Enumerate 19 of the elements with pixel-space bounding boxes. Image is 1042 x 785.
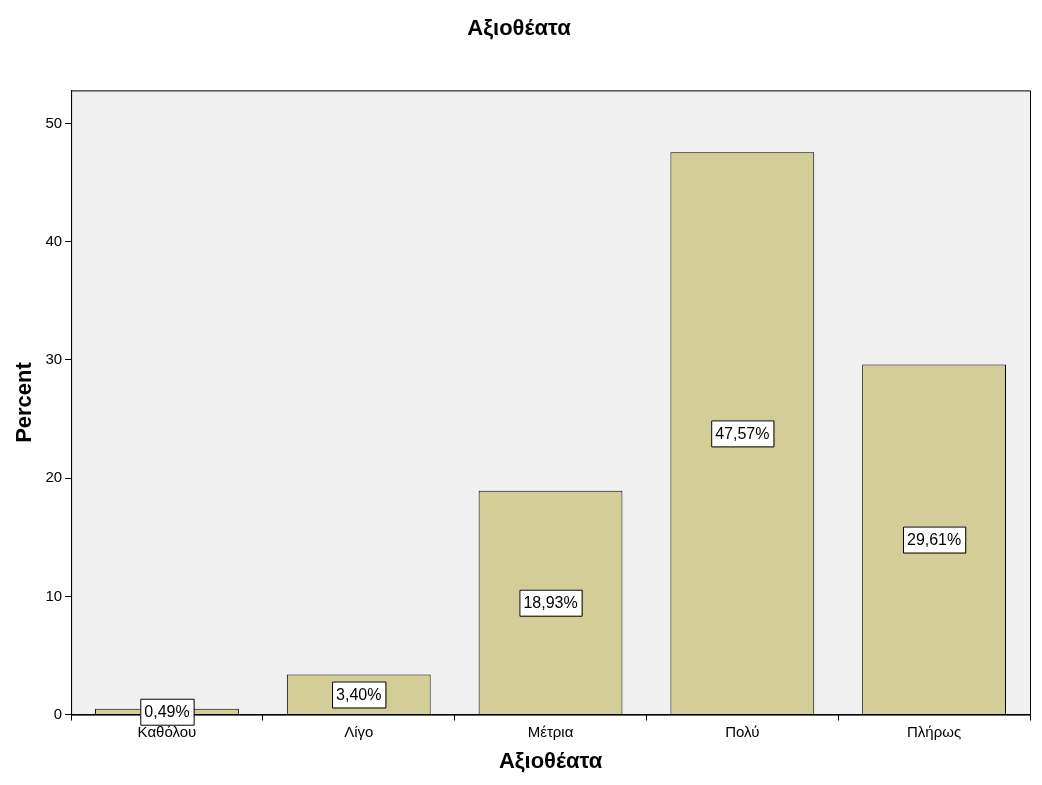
y-tick-label: 0 — [53, 704, 63, 722]
y-tick-label: 20 — [45, 468, 63, 486]
x-tick-label: Πλήρως — [907, 722, 962, 740]
data-label: 47,57% — [715, 424, 770, 442]
data-label: 3,40% — [336, 685, 382, 703]
x-tick-label: Μέτρια — [527, 722, 574, 740]
x-tick-label: Καθόλου — [137, 722, 197, 740]
y-tick-label: 30 — [45, 350, 63, 368]
y-tick-label: 50 — [45, 113, 63, 131]
data-label: 0,49% — [144, 703, 190, 721]
data-label: 18,93% — [523, 594, 578, 612]
y-axis-title: Percent — [11, 361, 37, 443]
y-tick-label: 40 — [45, 231, 63, 249]
y-tick-label: 10 — [45, 586, 63, 604]
x-tick-label: Λίγο — [344, 722, 374, 740]
data-label: 29,61% — [906, 530, 962, 548]
x-tick-label: Πολύ — [725, 722, 760, 740]
x-axis-title: Αξιοθέατα — [498, 747, 603, 773]
chart-title: Αξιοθέατα — [467, 15, 572, 41]
